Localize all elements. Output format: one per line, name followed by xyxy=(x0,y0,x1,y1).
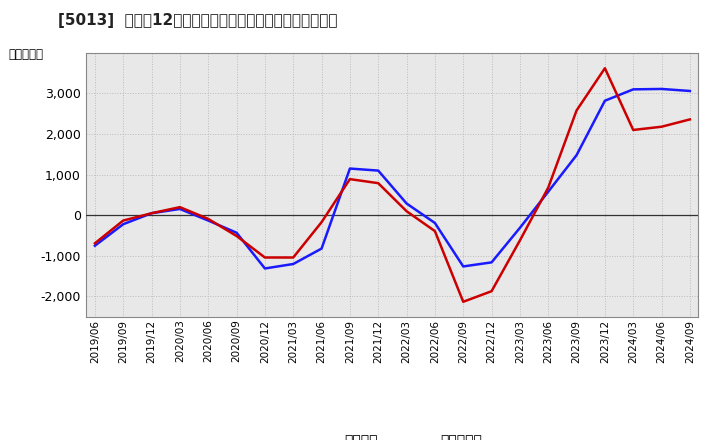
当期純利益 xyxy=(374,180,382,186)
当期純利益 xyxy=(148,211,156,216)
経常利益 xyxy=(176,206,184,212)
経常利益 xyxy=(204,218,212,223)
経常利益 xyxy=(629,87,637,92)
経常利益 xyxy=(261,266,269,271)
経常利益 xyxy=(516,225,524,231)
当期純利益 xyxy=(289,255,297,260)
経常利益 xyxy=(91,243,99,248)
経常利益 xyxy=(657,86,666,92)
経常利益 xyxy=(346,166,354,171)
Legend: 経常利益, 当期純利益: 経常利益, 当期純利益 xyxy=(302,435,482,440)
経常利益 xyxy=(487,260,496,265)
当期純利益 xyxy=(204,216,212,222)
経常利益 xyxy=(233,230,241,235)
当期純利益 xyxy=(629,127,637,132)
当期純利益 xyxy=(544,185,552,190)
当期純利益 xyxy=(402,209,411,214)
当期純利益 xyxy=(233,233,241,238)
当期純利益 xyxy=(572,108,581,113)
経常利益 xyxy=(459,264,467,269)
当期純利益 xyxy=(459,299,467,304)
当期純利益 xyxy=(516,238,524,243)
当期純利益 xyxy=(657,124,666,129)
経常利益 xyxy=(600,98,609,103)
経常利益 xyxy=(402,201,411,206)
経常利益 xyxy=(572,153,581,158)
経常利益 xyxy=(318,246,326,251)
経常利益 xyxy=(289,261,297,267)
Line: 当期純利益: 当期純利益 xyxy=(95,68,690,302)
当期純利益 xyxy=(685,117,694,122)
経常利益 xyxy=(148,211,156,216)
Line: 経常利益: 経常利益 xyxy=(95,89,690,268)
当期純利益 xyxy=(119,218,127,223)
経常利益 xyxy=(544,189,552,194)
当期純利益 xyxy=(318,220,326,225)
Text: [5013]  利益の12か月移動合計の対前年同期増減額の推移: [5013] 利益の12か月移動合計の対前年同期増減額の推移 xyxy=(58,13,337,28)
当期純利益 xyxy=(600,66,609,71)
当期純利益 xyxy=(487,289,496,294)
当期純利益 xyxy=(91,241,99,246)
経常利益 xyxy=(685,88,694,94)
経常利益 xyxy=(374,168,382,173)
当期純利益 xyxy=(431,228,439,234)
経常利益 xyxy=(119,222,127,227)
当期純利益 xyxy=(176,205,184,210)
当期純利益 xyxy=(261,255,269,260)
経常利益 xyxy=(431,220,439,226)
Y-axis label: （百万円）: （百万円） xyxy=(9,48,43,61)
当期純利益 xyxy=(346,176,354,182)
